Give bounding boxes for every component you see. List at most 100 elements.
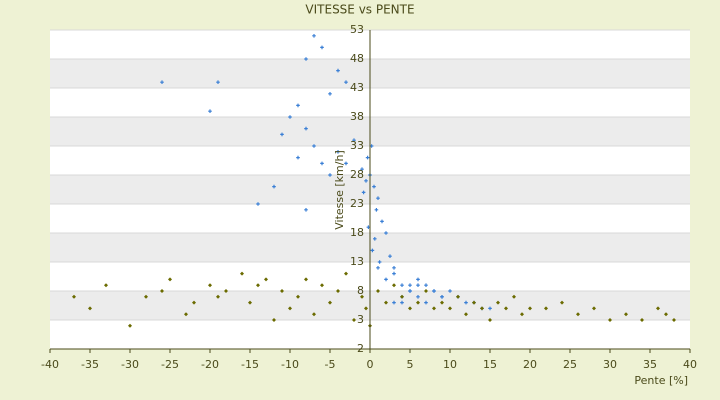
point <box>528 306 532 311</box>
point <box>128 323 132 328</box>
point <box>360 167 364 171</box>
point <box>168 277 172 282</box>
point <box>336 68 340 73</box>
point <box>416 300 420 305</box>
marks <box>72 34 676 328</box>
point <box>416 295 420 299</box>
point <box>296 155 300 160</box>
y-tick-label: 38 <box>350 110 364 123</box>
point <box>304 208 308 212</box>
point <box>288 306 292 311</box>
point <box>472 300 476 305</box>
y-tick-label: 8 <box>357 284 364 297</box>
point <box>374 208 379 212</box>
point <box>377 260 382 264</box>
point <box>288 115 292 119</box>
x-tick-label: -15 <box>241 358 259 371</box>
point <box>464 300 468 305</box>
point <box>504 306 508 311</box>
point <box>304 57 308 61</box>
x-tick-label: -5 <box>325 358 336 371</box>
point <box>144 294 148 299</box>
point <box>365 155 370 160</box>
point <box>240 271 244 276</box>
point <box>392 300 396 305</box>
point <box>328 92 332 96</box>
point <box>192 300 196 305</box>
point <box>400 294 404 299</box>
point <box>160 80 164 84</box>
point <box>376 289 380 293</box>
point <box>296 294 300 299</box>
point <box>296 103 300 108</box>
point <box>424 289 428 293</box>
x-tick-label: 0 <box>367 358 374 371</box>
point <box>216 80 220 84</box>
point <box>304 277 308 282</box>
point <box>388 254 392 258</box>
point <box>370 248 375 253</box>
point <box>352 138 356 142</box>
point <box>373 237 377 241</box>
chart-title: VITESSE vs PENTE <box>305 3 414 17</box>
point <box>464 312 468 317</box>
point <box>392 266 396 270</box>
point <box>456 294 460 299</box>
point <box>488 318 492 322</box>
point <box>160 289 164 293</box>
point <box>88 306 92 311</box>
point <box>328 300 332 305</box>
x-tick-label: -40 <box>41 358 59 371</box>
x-tick-label: 10 <box>443 358 457 371</box>
point <box>208 283 212 288</box>
point <box>256 283 260 288</box>
x-axis-label: Pente [%] <box>634 374 688 387</box>
y-tick-label: 53 <box>350 23 364 36</box>
point <box>372 184 376 189</box>
point <box>384 300 388 305</box>
point <box>392 283 396 288</box>
point <box>432 289 436 293</box>
point <box>376 266 380 270</box>
point <box>416 283 420 287</box>
point <box>416 277 420 282</box>
x-tick-label: 15 <box>483 358 497 371</box>
point <box>424 300 428 305</box>
point <box>544 306 548 311</box>
x-tick-label: 30 <box>603 358 617 371</box>
point <box>480 306 484 311</box>
point <box>336 150 340 154</box>
point <box>184 312 188 317</box>
point <box>440 300 444 305</box>
point <box>384 231 388 235</box>
y-tick-label: 13 <box>350 255 364 268</box>
y-tick-label: 33 <box>350 139 364 152</box>
point <box>440 295 444 299</box>
y-tick-label: 28 <box>350 168 364 181</box>
point <box>448 306 452 311</box>
point <box>320 161 324 166</box>
y-tick-label: 3 <box>357 313 364 326</box>
point <box>512 294 516 299</box>
point <box>640 318 644 322</box>
point <box>344 80 348 84</box>
point <box>248 300 252 305</box>
x-tick-label: -20 <box>201 358 219 371</box>
x-tick-label: -30 <box>121 358 139 371</box>
point <box>520 312 524 317</box>
x-tick-label: 25 <box>563 358 577 371</box>
point <box>312 312 316 317</box>
point <box>320 283 324 288</box>
x-tick-label: -35 <box>81 358 99 371</box>
y-tick-label: 43 <box>350 81 364 94</box>
y-tick-label: 18 <box>350 226 364 239</box>
point <box>328 173 332 177</box>
point <box>208 109 212 113</box>
point <box>280 132 284 137</box>
point <box>72 294 76 299</box>
point <box>364 306 368 311</box>
point <box>272 184 276 189</box>
point <box>361 190 366 195</box>
